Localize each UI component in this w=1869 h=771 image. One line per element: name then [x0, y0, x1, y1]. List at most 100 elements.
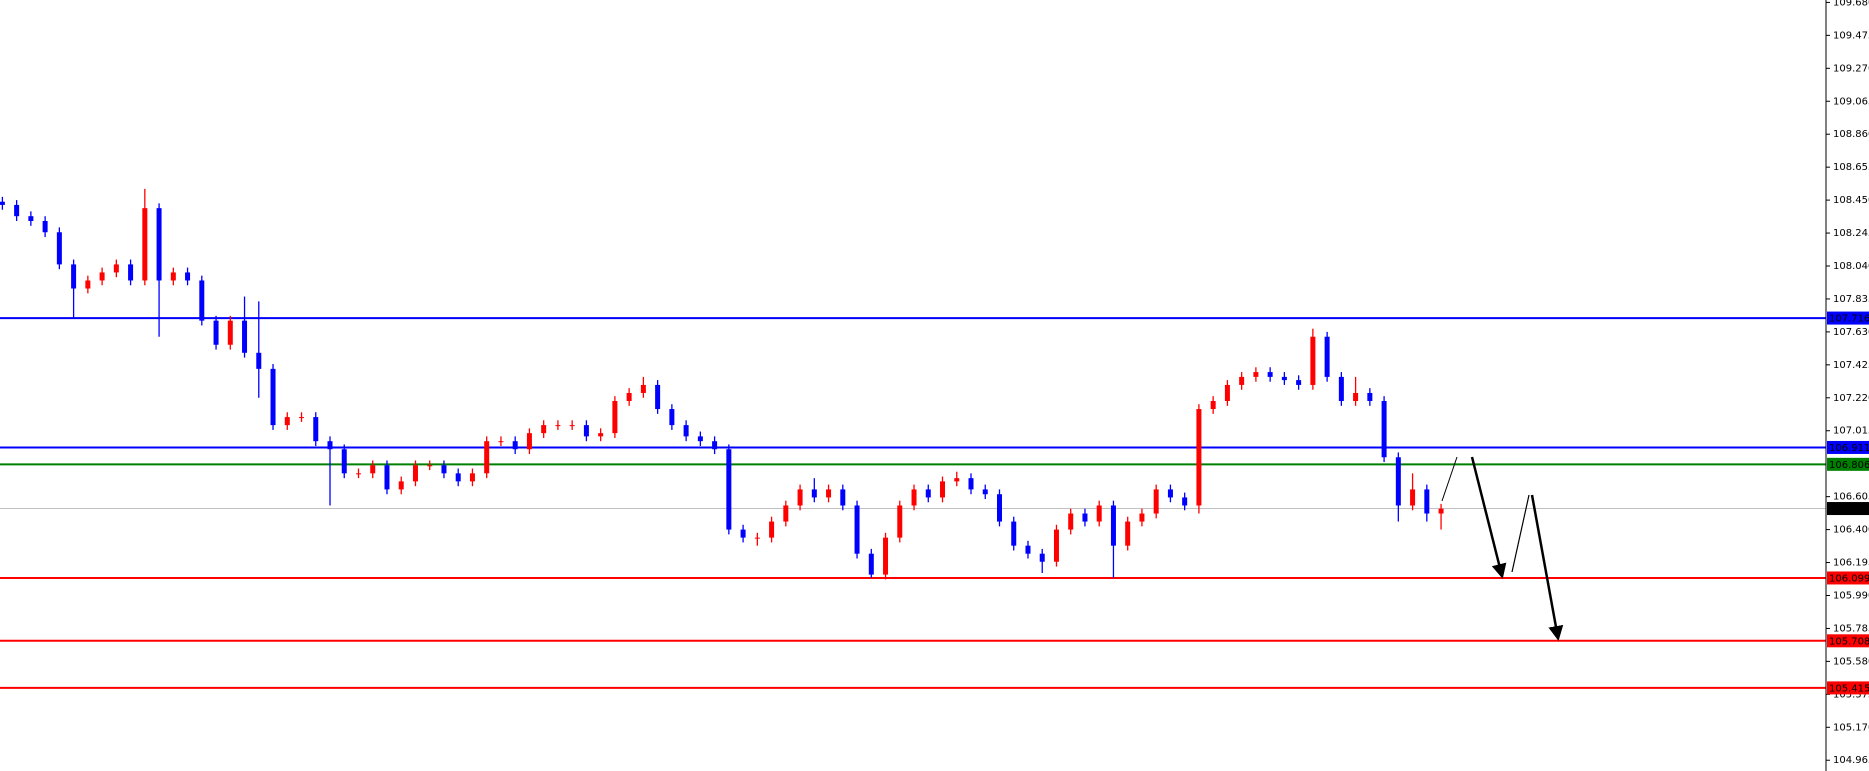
- candle-body: [370, 465, 376, 474]
- candle-body: [56, 232, 62, 265]
- candles: [0, 188, 1444, 580]
- price-tag: [1827, 571, 1869, 585]
- candle-body: [697, 436, 703, 442]
- candle-body: [71, 264, 77, 289]
- candle-body: [1324, 336, 1330, 377]
- candle-body: [897, 505, 903, 538]
- candle-body: [1196, 409, 1202, 506]
- candle-body: [1239, 376, 1245, 385]
- candle-body: [626, 392, 632, 402]
- forecast-down: [1530, 494, 1564, 641]
- y-tick-label: 107.425: [1833, 360, 1869, 371]
- y-tick-label: 108.655: [1833, 162, 1869, 173]
- y-tick-label: 107.835: [1833, 294, 1869, 305]
- candle-body: [327, 441, 333, 450]
- y-tick-label: 109.680: [1833, 0, 1869, 8]
- y-tick-label: 108.245: [1833, 228, 1869, 239]
- candle-body: [826, 489, 832, 498]
- candle-body: [854, 505, 860, 554]
- candle-body: [1167, 489, 1173, 498]
- candle-body: [1110, 505, 1116, 546]
- candle-body: [128, 264, 134, 281]
- y-tick-label: 105.785: [1833, 623, 1869, 634]
- candle-body: [1096, 505, 1102, 522]
- forecast-down: [1470, 456, 1507, 579]
- candle-body: [398, 481, 404, 490]
- candle-body: [99, 272, 105, 281]
- candle-body: [640, 384, 646, 393]
- candle-body: [441, 465, 447, 474]
- candle-body: [1395, 457, 1401, 506]
- price-tag-label: 105.415: [1829, 683, 1869, 694]
- candle-body: [1082, 513, 1088, 522]
- candle-body: [512, 441, 518, 450]
- candle-body: [1224, 384, 1230, 402]
- candle-body: [940, 481, 946, 498]
- candle-body: [1410, 489, 1416, 506]
- candle-body: [0, 201, 5, 205]
- levels: [0, 317, 1826, 689]
- candle-body: [1182, 497, 1188, 506]
- candle-body: [256, 352, 262, 369]
- candle-body: [726, 449, 732, 530]
- candle-body: [42, 220, 48, 233]
- candle-body: [883, 537, 889, 575]
- candle-body: [683, 425, 689, 437]
- candle-body: [170, 272, 176, 281]
- candle-body: [911, 489, 917, 506]
- candle-body: [498, 441, 504, 443]
- candle-body: [270, 368, 276, 426]
- candle-body: [355, 473, 361, 475]
- y-tick-label: 105.990: [1833, 590, 1869, 601]
- price-tag: [1827, 440, 1869, 454]
- candle-body: [299, 417, 305, 419]
- candle-body: [14, 204, 20, 217]
- candle-body: [1139, 513, 1145, 522]
- candle-body: [1424, 489, 1430, 514]
- y-tick-label: 105.580: [1833, 656, 1869, 667]
- price-tag-label: 107.716: [1829, 314, 1869, 325]
- candle-body: [1025, 545, 1031, 554]
- candle-body: [1281, 376, 1287, 381]
- candle-body: [811, 489, 817, 498]
- candle-body: [555, 425, 561, 427]
- candle-body: [28, 216, 34, 221]
- candle-body: [612, 401, 618, 434]
- y-tick-label: 107.630: [1833, 327, 1869, 338]
- price-axis-labels: 109.680 109.475 109.270 109.065 108.860 108.6…: [1826, 0, 1869, 766]
- price-tag-label: 106.911: [1829, 443, 1869, 454]
- candle-body: [740, 529, 746, 538]
- y-tick-label: 106.195: [1833, 558, 1869, 569]
- y-tick-label: 108.450: [1833, 195, 1869, 206]
- price-tag: [1827, 634, 1869, 648]
- candle-body: [982, 489, 988, 495]
- candle-body: [1011, 521, 1017, 546]
- candle-body: [1367, 392, 1373, 402]
- price-tag: [1827, 681, 1869, 695]
- candle-body: [1438, 508, 1444, 514]
- candle-body: [569, 425, 575, 427]
- candle-body: [669, 409, 675, 426]
- price-tag: [1827, 457, 1869, 471]
- candle-body: [427, 465, 433, 467]
- forecast-up: [1441, 456, 1458, 502]
- y-tick-label: 109.065: [1833, 96, 1869, 107]
- y-tick-label: 108.860: [1833, 129, 1869, 140]
- candle-body: [598, 433, 604, 437]
- candle-body: [925, 489, 931, 498]
- candle-body: [1296, 380, 1302, 385]
- y-tick-label: 109.475: [1833, 30, 1869, 41]
- candle-body: [242, 320, 248, 353]
- candle-body: [227, 320, 233, 345]
- candle-body: [1039, 553, 1045, 562]
- candle-body: [199, 280, 205, 321]
- candle-body: [868, 553, 874, 575]
- candle-body: [655, 384, 661, 410]
- candle-body: [156, 208, 162, 281]
- candle-body: [455, 473, 461, 482]
- forecast-up: [1511, 494, 1530, 573]
- candle-body: [1053, 529, 1059, 562]
- candle-body: [469, 473, 475, 482]
- candle-body: [968, 478, 974, 490]
